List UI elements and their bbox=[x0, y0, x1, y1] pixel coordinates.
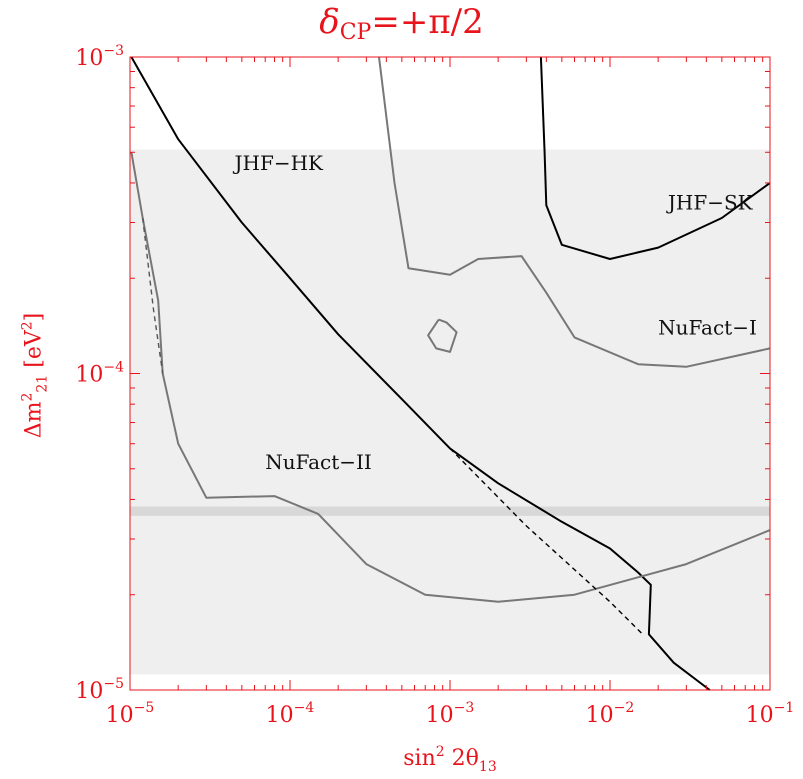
x-axis-label-sup: 2 bbox=[435, 744, 445, 760]
shaded-band-0 bbox=[130, 149, 770, 675]
x-tick-label: 10−5 bbox=[106, 700, 155, 728]
curve-label-nufact-i: NuFact−I bbox=[658, 315, 757, 339]
series-jhf-sk bbox=[539, 56, 771, 260]
x-tick-label: 10−2 bbox=[586, 700, 635, 728]
y-axis-label-sup: 2 bbox=[19, 392, 36, 402]
curve-label-jhf-hk: JHF−HK bbox=[233, 151, 325, 175]
x-tick-label: 10−1 bbox=[746, 700, 795, 728]
title-rest: =+π/2 bbox=[371, 2, 484, 42]
series-curve-6 bbox=[142, 217, 164, 374]
series-curve-5 bbox=[449, 447, 644, 635]
x-axis-label-mid: 2θ bbox=[444, 746, 479, 771]
series-nufact-ii bbox=[130, 152, 771, 603]
x-axis-label: sin2 2θ13 bbox=[360, 744, 540, 775]
shaded-band-1 bbox=[130, 506, 770, 516]
y-axis-label-sup2: 2 bbox=[19, 321, 36, 331]
y-axis-label-sub: 21 bbox=[34, 374, 51, 393]
title-delta: δ bbox=[319, 2, 340, 42]
curve-label-nufact-ii: NuFact−II bbox=[265, 450, 372, 474]
tick-marks bbox=[129, 57, 770, 691]
series-jhf-hk bbox=[130, 56, 711, 691]
y-tick-label: 10−5 bbox=[75, 676, 124, 704]
y-tick-label: 10−4 bbox=[75, 360, 124, 388]
x-tick-label: 10−3 bbox=[426, 700, 475, 728]
series-nufact-i bbox=[378, 56, 771, 368]
x-tick-label: 10−4 bbox=[266, 700, 315, 728]
chart-title: δCP=+π/2 bbox=[0, 2, 803, 45]
series-curve-4 bbox=[427, 318, 458, 353]
y-axis-label-end: ] bbox=[21, 312, 47, 322]
y-tick-label: 10−3 bbox=[75, 43, 124, 71]
y-axis-label: Δm221 [eV2] bbox=[20, 246, 51, 506]
title-subscript: CP bbox=[339, 20, 372, 45]
x-axis-label-sub: 13 bbox=[478, 759, 497, 775]
x-axis-label-base: sin bbox=[403, 746, 436, 771]
curve-label-jhf-sk: JHF−SK bbox=[666, 190, 754, 214]
y-axis-label-base: Δm bbox=[21, 401, 47, 439]
y-axis-label-rest: [eV bbox=[21, 330, 47, 375]
